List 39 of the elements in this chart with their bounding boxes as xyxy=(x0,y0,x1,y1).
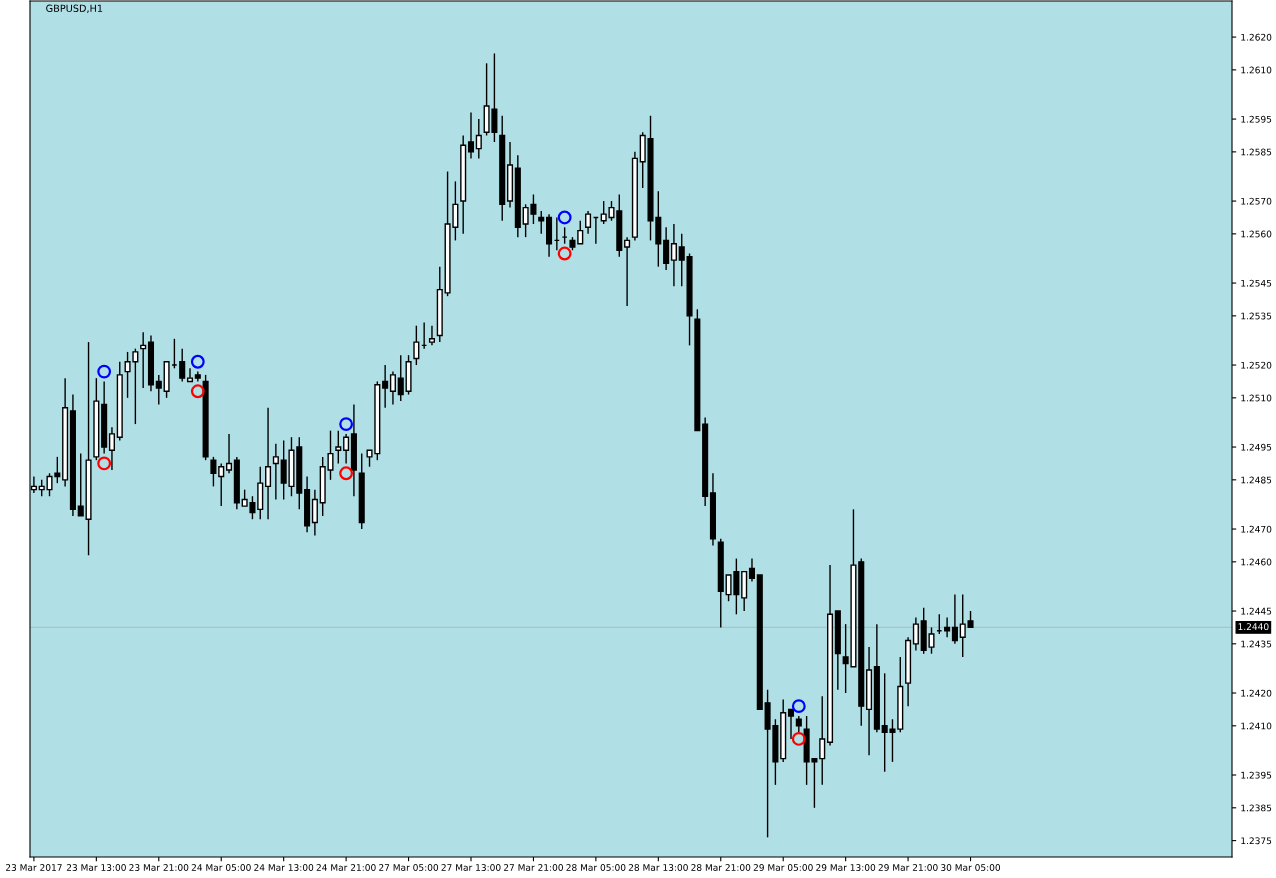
y-tick-label: 1.2570 xyxy=(1241,197,1272,205)
y-tick-label: 1.2510 xyxy=(1241,394,1272,402)
x-tick-label: 29 Mar 21:00 xyxy=(878,864,938,871)
y-tick-label: 1.2585 xyxy=(1241,148,1272,156)
x-tick-label: 23 Mar 21:00 xyxy=(129,864,189,871)
y-tick-label: 1.2610 xyxy=(1241,66,1272,74)
x-tick-label: 24 Mar 21:00 xyxy=(316,864,376,871)
y-tick-label: 1.2375 xyxy=(1241,837,1272,845)
y-tick-label: 1.2595 xyxy=(1241,115,1272,123)
x-tick-label: 24 Mar 05:00 xyxy=(191,864,251,871)
x-tick-label: 28 Mar 13:00 xyxy=(628,864,688,871)
y-tick-label: 1.2495 xyxy=(1241,443,1272,451)
x-tick-label: 28 Mar 21:00 xyxy=(691,864,751,871)
x-tick-label: 29 Mar 05:00 xyxy=(753,864,813,871)
y-tick-label: 1.2470 xyxy=(1241,525,1272,533)
y-tick-label: 1.2620 xyxy=(1241,33,1272,41)
y-tick-label: 1.2420 xyxy=(1241,689,1272,697)
chart-title: GBPUSD,H1 xyxy=(46,4,103,13)
x-tick-label: 23 Mar 2017 xyxy=(5,864,62,871)
x-tick-label: 27 Mar 05:00 xyxy=(379,864,439,871)
x-tick-label: 24 Mar 13:00 xyxy=(254,864,314,871)
ref-line-label: 1.2440 xyxy=(1238,623,1269,631)
y-tick-label: 1.2435 xyxy=(1241,640,1272,648)
x-tick-label: 27 Mar 13:00 xyxy=(441,864,501,871)
y-tick-label: 1.2385 xyxy=(1241,804,1272,812)
y-tick-label: 1.2485 xyxy=(1241,476,1272,484)
x-tick-label: 29 Mar 13:00 xyxy=(816,864,876,871)
y-tick-label: 1.2535 xyxy=(1241,312,1272,320)
y-tick-label: 1.2560 xyxy=(1241,230,1272,238)
x-tick-label: 27 Mar 21:00 xyxy=(503,864,563,871)
x-tick-label: 28 Mar 05:00 xyxy=(566,864,626,871)
x-tick-label: 23 Mar 13:00 xyxy=(66,864,126,871)
y-tick-label: 1.2445 xyxy=(1241,607,1272,615)
y-tick-label: 1.2520 xyxy=(1241,361,1272,369)
x-tick-label: 30 Mar 05:00 xyxy=(941,864,1001,871)
y-tick-label: 1.2410 xyxy=(1241,722,1272,730)
y-tick-label: 1.2545 xyxy=(1241,279,1272,287)
y-tick-label: 1.2395 xyxy=(1241,771,1272,779)
y-tick-label: 1.2460 xyxy=(1241,558,1272,566)
